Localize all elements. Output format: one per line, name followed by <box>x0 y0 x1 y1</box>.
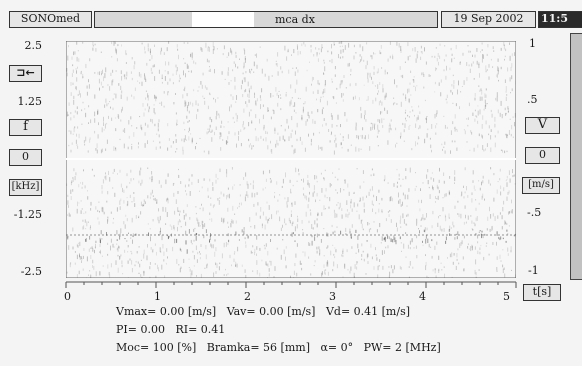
app-name-label: SONOmed <box>9 11 92 28</box>
x-tick-3: 3 <box>329 290 336 303</box>
x-tick-2: 2 <box>244 290 251 303</box>
unit-khz-label: [kHz] <box>9 179 42 196</box>
left-tick-top: 2.5 <box>24 39 43 52</box>
time-unit-button[interactable]: t[s] <box>523 284 561 301</box>
baseline-left-field[interactable]: 0 <box>9 149 42 166</box>
measurement-line-indices: PI= 0.00 RI= 0.41 <box>116 323 226 336</box>
right-tick-lower: -.5 <box>527 206 542 219</box>
x-tick-0: 0 <box>64 290 71 303</box>
right-tick-top: 1 <box>529 37 536 50</box>
date-display: 19 Sep 2002 <box>441 11 536 28</box>
doppler-spectrogram[interactable] <box>66 41 516 278</box>
time-axis <box>65 281 517 288</box>
color-scale-panel <box>570 33 582 280</box>
spectral-noise <box>66 41 516 278</box>
title-text: mca dx <box>275 13 315 26</box>
right-tick-bottom: -1 <box>528 264 539 277</box>
unit-ms-label: [m/s] <box>522 177 560 194</box>
x-tick-5: 5 <box>503 290 510 303</box>
x-tick-1: 1 <box>154 290 161 303</box>
velocity-button[interactable]: V <box>525 117 560 134</box>
measurement-line-velocity: Vmax= 0.00 [m/s] Vav= 0.00 [m/s] Vd= 0.4… <box>116 305 411 318</box>
measurement-line-settings: Moc= 100 [%] Bramka= 56 [mm] α= 0° PW= 2… <box>116 341 441 354</box>
title-input-blank <box>192 12 254 27</box>
baseline-right-field[interactable]: 0 <box>525 147 560 164</box>
x-tick-4: 4 <box>419 290 426 303</box>
time-display: 11:5 <box>538 11 582 28</box>
left-tick-bottom: -2.5 <box>20 265 42 278</box>
patient-title-field[interactable]: mca dx <box>94 11 438 28</box>
left-tick-lower: -1.25 <box>13 208 42 221</box>
left-tick-upper: 1.25 <box>17 95 43 108</box>
right-tick-upper: .5 <box>527 93 538 106</box>
frequency-button[interactable]: f <box>9 119 42 136</box>
back-arrow-button[interactable]: ⊐← <box>9 65 42 82</box>
